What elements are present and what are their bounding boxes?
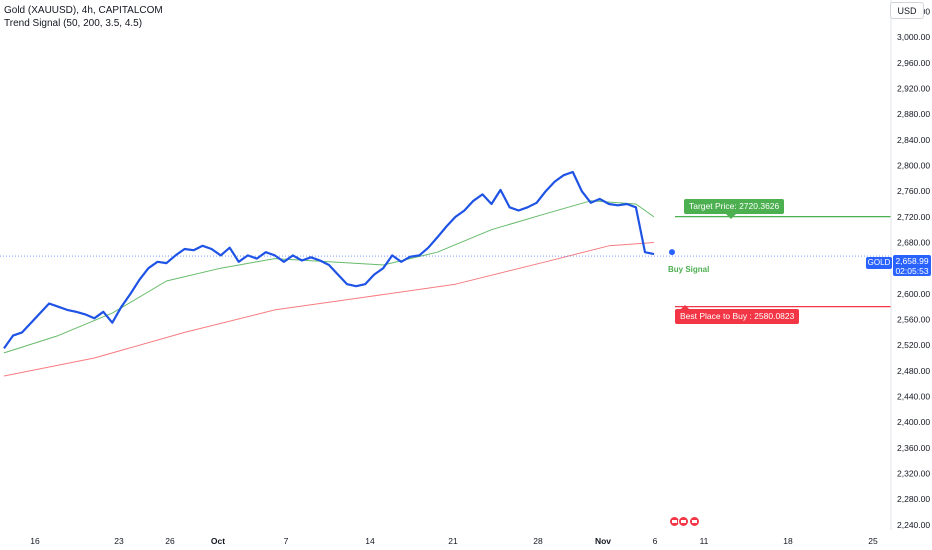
y-tick-label: 2,960.00 bbox=[897, 58, 930, 68]
buy-signal-label: Buy Signal bbox=[668, 265, 710, 274]
x-tick-label: 16 bbox=[30, 536, 40, 546]
y-tick-label: 2,560.00 bbox=[897, 315, 930, 325]
x-tick-label: Nov bbox=[595, 536, 611, 546]
x-tick-label: 23 bbox=[114, 536, 124, 546]
y-tick-label: 2,880.00 bbox=[897, 109, 930, 119]
y-tick-label: 2,400.00 bbox=[897, 417, 930, 427]
ma-slow-series bbox=[3, 242, 655, 377]
x-tick-label: 14 bbox=[365, 536, 375, 546]
last-price-tag: 2,658.99 02:05:53 bbox=[893, 255, 931, 276]
x-tick-label: 18 bbox=[783, 536, 793, 546]
ma-fast-series bbox=[3, 200, 655, 354]
x-tick-label: Oct bbox=[211, 536, 225, 546]
ma-slow-line bbox=[3, 242, 655, 377]
us-flag-icon[interactable] bbox=[678, 516, 689, 527]
price-series bbox=[3, 170, 655, 350]
y-tick-label: 2,920.00 bbox=[897, 84, 930, 94]
y-tick-label: 2,440.00 bbox=[897, 392, 930, 402]
time-axis: 16 23 26 Oct 7 14 21 28 Nov 6 11 18 25 bbox=[30, 536, 878, 546]
y-tick-label: 2,800.00 bbox=[897, 161, 930, 171]
level-lines bbox=[675, 216, 891, 308]
price-line bbox=[0, 170, 891, 350]
chart-title: Gold (XAUUSD), 4h, CAPITALCOM bbox=[4, 5, 163, 16]
y-tick-label: 2,840.00 bbox=[897, 135, 930, 145]
best-place-to-buy-label: Best Place to Buy : 2580.0823 bbox=[675, 305, 800, 324]
y-tick-label: 2,520.00 bbox=[897, 340, 930, 350]
ma-fast-line bbox=[3, 200, 655, 354]
last-price-dot bbox=[669, 249, 675, 256]
y-tick-label: 2,760.00 bbox=[897, 186, 930, 196]
x-tick-label: 11 bbox=[700, 536, 709, 546]
indicator-legend[interactable]: Trend Signal (50, 200, 3.5, 4.5) bbox=[4, 18, 143, 29]
bar-countdown: 02:05:53 bbox=[895, 266, 929, 276]
x-tick-label: 21 bbox=[448, 536, 458, 546]
y-tick-label: 2,320.00 bbox=[897, 469, 930, 479]
y-tick-label: 3,000.00 bbox=[897, 32, 930, 42]
y-tick-label: 2,480.00 bbox=[897, 366, 930, 376]
y-tick-label: 2,240.00 bbox=[897, 520, 930, 530]
x-tick-label: 28 bbox=[533, 536, 543, 546]
last-price-value: 2,658.99 bbox=[895, 256, 929, 266]
y-tick-label: 2,360.00 bbox=[897, 443, 930, 453]
x-tick-label: 25 bbox=[868, 536, 878, 546]
target-price-label: Target Price: 2720.3626 bbox=[684, 199, 785, 219]
y-tick-label: 2,600.00 bbox=[897, 289, 930, 299]
x-tick-label: 7 bbox=[284, 536, 289, 546]
x-tick-label: 26 bbox=[165, 536, 175, 546]
y-tick-label: 2,720.00 bbox=[897, 212, 930, 222]
y-tick-label: 2,280.00 bbox=[897, 494, 930, 504]
us-flag-icon[interactable] bbox=[689, 516, 700, 527]
x-tick-label: 6 bbox=[653, 536, 658, 546]
y-tick-label: 2,680.00 bbox=[897, 238, 930, 248]
currency-button[interactable]: USD bbox=[890, 2, 924, 19]
symbol-tag: GOLD bbox=[866, 257, 892, 269]
